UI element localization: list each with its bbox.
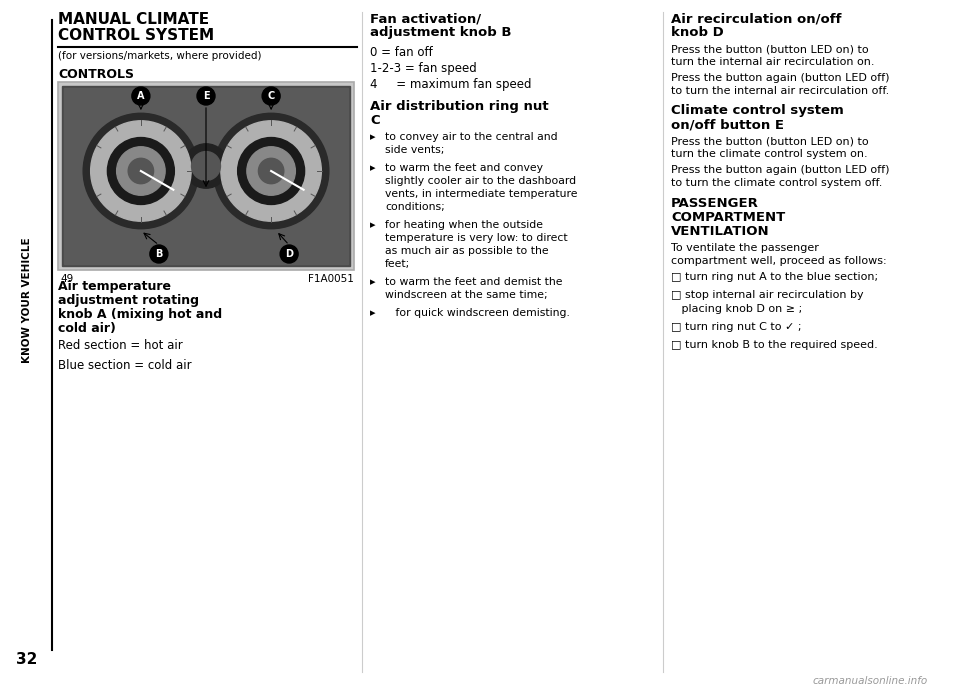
Text: for quick windscreen demisting.: for quick windscreen demisting. bbox=[385, 308, 570, 318]
Circle shape bbox=[247, 147, 296, 196]
Text: F1A0051: F1A0051 bbox=[308, 274, 354, 284]
Text: adjustment knob B: adjustment knob B bbox=[370, 26, 512, 39]
Circle shape bbox=[183, 144, 228, 188]
Text: Red section = hot air: Red section = hot air bbox=[58, 339, 182, 352]
Text: 32: 32 bbox=[16, 652, 37, 667]
Text: (for versions/markets, where provided): (for versions/markets, where provided) bbox=[58, 51, 261, 61]
Text: 1-2-3 = fan speed: 1-2-3 = fan speed bbox=[370, 62, 477, 75]
Text: A: A bbox=[137, 91, 145, 101]
Bar bbox=[62, 86, 350, 266]
Text: □ turn ring nut C to ✓ ;: □ turn ring nut C to ✓ ; bbox=[671, 322, 802, 332]
Text: turn the internal air recirculation on.: turn the internal air recirculation on. bbox=[671, 57, 875, 67]
Text: feet;: feet; bbox=[385, 259, 410, 269]
Text: ▸: ▸ bbox=[370, 163, 375, 173]
Text: C: C bbox=[268, 91, 275, 101]
Text: Press the button again (button LED off): Press the button again (button LED off) bbox=[671, 165, 890, 175]
Circle shape bbox=[84, 113, 199, 228]
Text: vents, in intermediate temperature: vents, in intermediate temperature bbox=[385, 189, 578, 199]
Text: knob D: knob D bbox=[671, 26, 724, 39]
Circle shape bbox=[116, 147, 165, 196]
Text: for heating when the outside: for heating when the outside bbox=[385, 220, 543, 230]
Text: Blue section = cold air: Blue section = cold air bbox=[58, 359, 192, 372]
Text: slightly cooler air to the dashboard: slightly cooler air to the dashboard bbox=[385, 176, 576, 186]
Circle shape bbox=[192, 152, 221, 180]
Text: PASSENGER: PASSENGER bbox=[671, 197, 758, 210]
Text: conditions;: conditions; bbox=[385, 202, 444, 212]
Text: 4     = maximum fan speed: 4 = maximum fan speed bbox=[370, 78, 532, 91]
Text: ▸: ▸ bbox=[370, 220, 375, 230]
Circle shape bbox=[150, 245, 168, 263]
Circle shape bbox=[129, 158, 154, 184]
Text: COMPARTMENT: COMPARTMENT bbox=[671, 211, 785, 224]
Text: □ turn knob B to the required speed.: □ turn knob B to the required speed. bbox=[671, 340, 877, 350]
Text: KNOW YOUR VEHICLE: KNOW YOUR VEHICLE bbox=[22, 237, 32, 363]
Text: compartment well, proceed as follows:: compartment well, proceed as follows: bbox=[671, 256, 887, 266]
Circle shape bbox=[213, 113, 329, 228]
Circle shape bbox=[90, 121, 191, 221]
Text: Air temperature: Air temperature bbox=[58, 280, 171, 293]
Circle shape bbox=[262, 87, 280, 105]
Text: □ stop internal air recirculation by: □ stop internal air recirculation by bbox=[671, 290, 864, 300]
Text: windscreen at the same time;: windscreen at the same time; bbox=[385, 290, 547, 300]
Text: To ventilate the passenger: To ventilate the passenger bbox=[671, 243, 819, 253]
Text: E: E bbox=[203, 91, 209, 101]
Text: temperature is very low: to direct: temperature is very low: to direct bbox=[385, 233, 567, 243]
Text: VENTILATION: VENTILATION bbox=[671, 225, 770, 238]
Text: Fan activation/: Fan activation/ bbox=[370, 12, 481, 25]
Text: to warm the feet and convey: to warm the feet and convey bbox=[385, 163, 543, 173]
Text: Air distribution ring nut: Air distribution ring nut bbox=[370, 100, 548, 113]
Text: as much air as possible to the: as much air as possible to the bbox=[385, 246, 548, 256]
Bar bbox=[58, 82, 354, 270]
Circle shape bbox=[238, 137, 304, 204]
Bar bbox=[64, 88, 348, 264]
Text: MANUAL CLIMATE: MANUAL CLIMATE bbox=[58, 12, 209, 27]
Text: to warm the feet and demist the: to warm the feet and demist the bbox=[385, 277, 563, 287]
Bar bbox=[0, 0, 52, 686]
Text: to convey air to the central and: to convey air to the central and bbox=[385, 132, 558, 142]
Text: placing knob D on ≥ ;: placing knob D on ≥ ; bbox=[671, 304, 803, 314]
Text: Air recirculation on/off: Air recirculation on/off bbox=[671, 12, 842, 25]
Circle shape bbox=[108, 137, 175, 204]
Text: side vents;: side vents; bbox=[385, 145, 444, 155]
Text: cold air): cold air) bbox=[58, 322, 116, 335]
Text: ▸: ▸ bbox=[370, 308, 375, 318]
Text: carmanualsonline.info: carmanualsonline.info bbox=[812, 676, 927, 686]
Text: D: D bbox=[285, 249, 293, 259]
Circle shape bbox=[197, 87, 215, 105]
Text: to turn the climate control system off.: to turn the climate control system off. bbox=[671, 178, 882, 188]
Text: turn the climate control system on.: turn the climate control system on. bbox=[671, 149, 868, 159]
Text: Climate control system: Climate control system bbox=[671, 104, 844, 117]
Text: C: C bbox=[370, 114, 379, 127]
Text: adjustment rotating: adjustment rotating bbox=[58, 294, 199, 307]
Text: ▸: ▸ bbox=[370, 277, 375, 287]
Circle shape bbox=[280, 245, 299, 263]
Text: CONTROLS: CONTROLS bbox=[58, 68, 134, 81]
Text: 0 = fan off: 0 = fan off bbox=[370, 46, 433, 59]
Circle shape bbox=[258, 158, 284, 184]
Text: CONTROL SYSTEM: CONTROL SYSTEM bbox=[58, 28, 214, 43]
Text: to turn the internal air recirculation off.: to turn the internal air recirculation o… bbox=[671, 86, 889, 96]
Circle shape bbox=[221, 121, 322, 221]
Text: Press the button (button LED on) to: Press the button (button LED on) to bbox=[671, 44, 869, 54]
Circle shape bbox=[132, 87, 150, 105]
Text: knob A (mixing hot and: knob A (mixing hot and bbox=[58, 308, 222, 321]
Text: ▸: ▸ bbox=[370, 132, 375, 142]
Text: □ turn ring nut A to the blue section;: □ turn ring nut A to the blue section; bbox=[671, 272, 878, 282]
Text: on/off button E: on/off button E bbox=[671, 118, 784, 131]
Text: Press the button (button LED on) to: Press the button (button LED on) to bbox=[671, 136, 869, 146]
Text: 49: 49 bbox=[60, 274, 73, 284]
Text: Press the button again (button LED off): Press the button again (button LED off) bbox=[671, 73, 890, 83]
Text: B: B bbox=[156, 249, 162, 259]
